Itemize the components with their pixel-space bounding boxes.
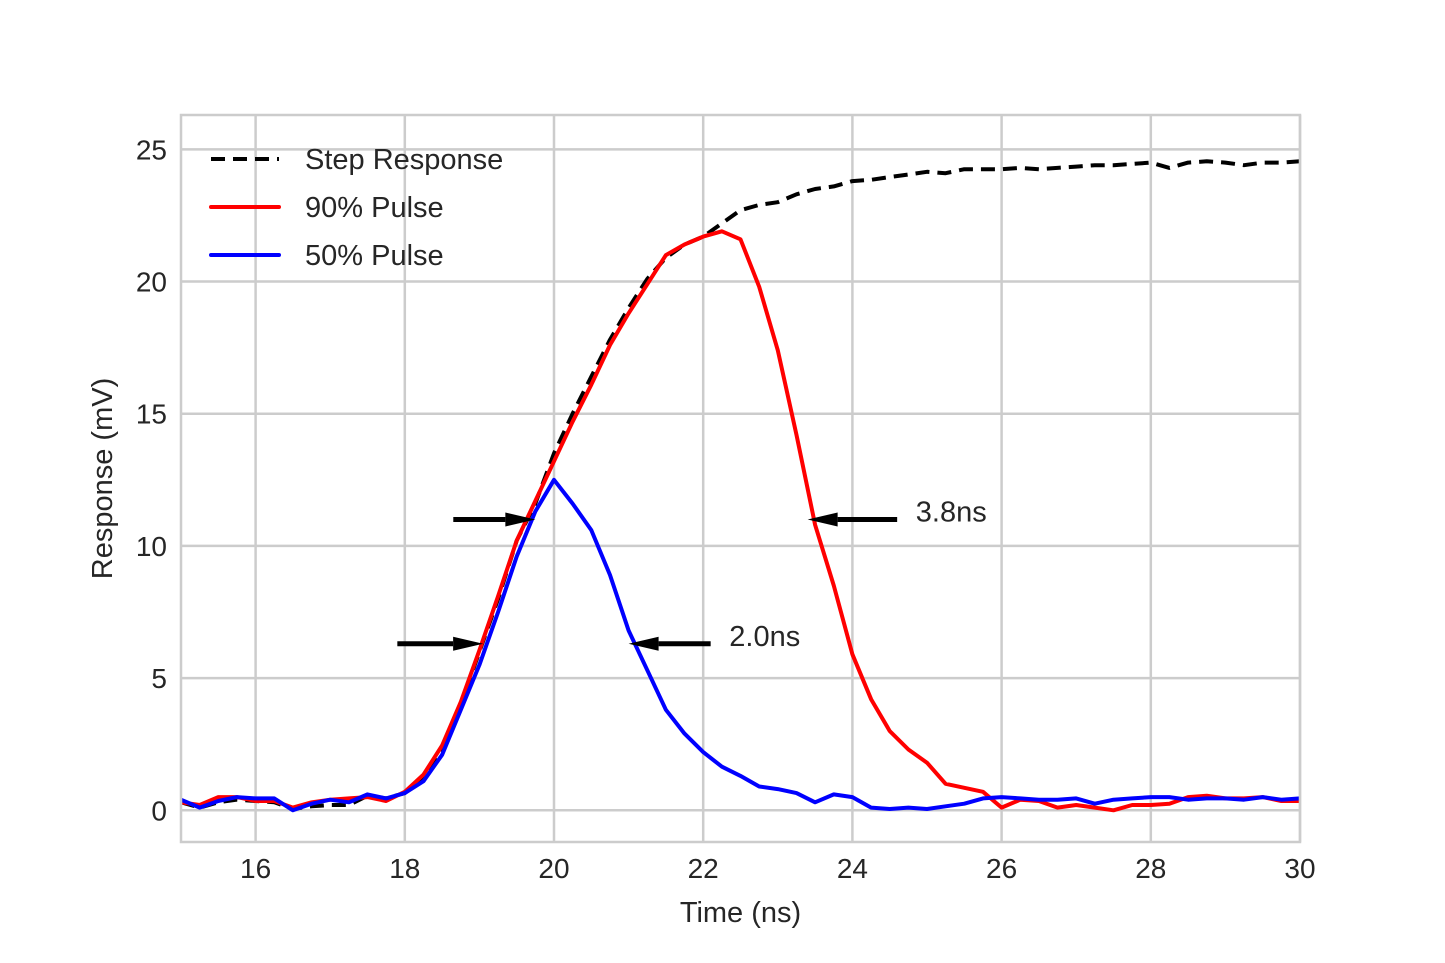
y-axis-ticks: 0 5 10 15 20 25 xyxy=(136,134,167,826)
series-line-step-response xyxy=(181,159,1300,811)
y-tick-label-25: 25 xyxy=(136,134,167,165)
arrow-head-icon xyxy=(628,636,659,651)
y-tick-label-10: 10 xyxy=(136,531,167,562)
annotation-label-3-8ns: 3.8ns xyxy=(916,497,987,529)
grid xyxy=(181,115,1302,842)
arrow-head-icon xyxy=(453,636,484,651)
series-line-90-pulse xyxy=(181,229,1300,813)
y-tick-label-15: 15 xyxy=(136,399,167,430)
y-tick-label-0: 0 xyxy=(151,795,167,826)
annotation-layer xyxy=(397,512,898,651)
plot-frame xyxy=(179,113,1302,844)
annotation-arrow-2-0ns-0 xyxy=(397,636,484,651)
annotation-arrow-3-8ns-1 xyxy=(807,512,898,527)
arrow-head-icon xyxy=(807,512,838,527)
x-tick-label-30: 30 xyxy=(1284,853,1315,884)
y-axis-label: Response (mV) xyxy=(87,378,119,579)
x-tick-label-22: 22 xyxy=(688,853,719,884)
x-tick-label-26: 26 xyxy=(986,853,1017,884)
y-tick-label-5: 5 xyxy=(151,663,167,694)
annotation-arrow-3-8ns-0 xyxy=(453,512,536,527)
series-layer xyxy=(181,159,1300,813)
series-line-50-pulse xyxy=(181,477,1300,813)
legend-label-90-pulse: 90% Pulse xyxy=(305,192,444,224)
legend-label-50-pulse: 50% Pulse xyxy=(305,240,444,272)
y-tick-label-20: 20 xyxy=(136,267,167,298)
x-axis-ticks: 16 18 20 22 24 26 28 30 xyxy=(240,853,1316,884)
x-tick-label-24: 24 xyxy=(837,853,868,884)
x-tick-label-20: 20 xyxy=(538,853,569,884)
x-tick-label-18: 18 xyxy=(389,853,420,884)
legend-label-step-response: Step Response xyxy=(305,144,503,176)
arrow-head-icon xyxy=(505,512,536,527)
x-tick-label-16: 16 xyxy=(240,853,271,884)
annotation-label-2-0ns: 2.0ns xyxy=(729,621,800,653)
annotation-arrow-2-0ns-1 xyxy=(628,636,711,651)
x-tick-label-28: 28 xyxy=(1135,853,1166,884)
legend: Step Response 90% Pulse 50% Pulse xyxy=(209,144,503,272)
x-axis-label: Time (ns) xyxy=(680,897,801,929)
